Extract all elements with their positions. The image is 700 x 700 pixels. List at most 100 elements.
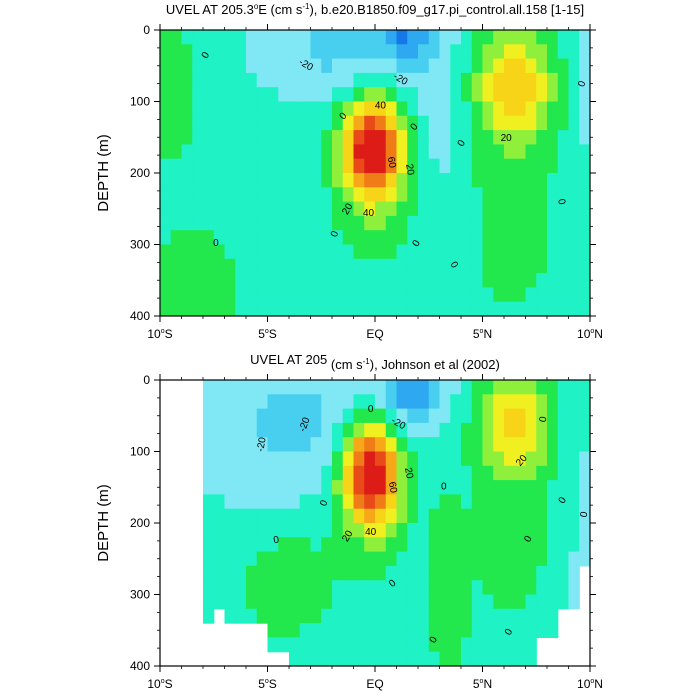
contour-cell: [213, 594, 226, 610]
contour-cell: [170, 58, 183, 74]
contour-cell: [170, 187, 183, 203]
contour-cell: [461, 115, 473, 131]
contour-cell: [310, 30, 322, 45]
contour-cell: [213, 187, 226, 203]
contour-cell: [203, 130, 215, 145]
contour-cell: [461, 594, 473, 610]
contour-cell: [299, 451, 312, 467]
contour-cell: [418, 394, 430, 410]
contour-cell: [568, 144, 580, 160]
contour-cell: [267, 258, 279, 274]
contour-cell: [579, 101, 590, 117]
contour-label: 0: [448, 260, 461, 271]
contour-cell: [579, 58, 590, 74]
contour-cell: [493, 394, 505, 410]
contour-cell: [396, 44, 408, 60]
contour-cell: [461, 537, 473, 553]
contour-label: 0: [522, 534, 535, 545]
contour-cell: [557, 215, 570, 231]
contour-cell: [439, 215, 451, 231]
contour-cell: [568, 30, 580, 45]
contour-cell: [482, 230, 494, 246]
contour-cell: [579, 230, 590, 246]
contour-cell: [299, 594, 312, 610]
contour-cell: [160, 30, 172, 45]
contour-cell: [493, 287, 505, 303]
contour-cell: [439, 30, 451, 45]
contour-cell: [224, 508, 236, 524]
contour-cell: [246, 173, 258, 188]
contour-cell: [396, 537, 408, 553]
contour-cell: [192, 273, 204, 288]
contour-label: 0: [579, 510, 591, 518]
contour-cell: [514, 215, 527, 231]
contour-cell: [439, 437, 451, 453]
contour-cell: [504, 215, 516, 231]
contour-cell: [482, 158, 494, 174]
contour-cell: [514, 258, 527, 274]
contour-cell: [461, 58, 473, 74]
contour-cell: [160, 187, 172, 203]
contour-cell: [385, 287, 398, 303]
contour-cell: [278, 580, 290, 596]
contour-cell: [213, 30, 226, 45]
contour-cell: [299, 408, 312, 424]
contour-cell: [461, 215, 473, 231]
contour-cell: [310, 422, 322, 438]
contour-cell: [525, 580, 537, 596]
contour-cell: [299, 44, 312, 60]
contour-cell: [450, 87, 462, 103]
contour-cell: [504, 523, 516, 538]
contour-cell: [461, 637, 473, 653]
contour-cell: [224, 451, 236, 467]
contour-cell: [471, 537, 484, 553]
contour-cell: [450, 380, 462, 395]
contour-cell: [428, 101, 441, 117]
contour-cell: [557, 115, 570, 131]
contour-cell: [396, 187, 408, 203]
contour-cell: [332, 173, 344, 188]
contour-cell: [525, 72, 537, 88]
contour-cell: [385, 437, 398, 453]
contour-cell: [514, 580, 527, 596]
contour-cell: [299, 480, 312, 495]
contour-cell: [579, 173, 590, 188]
contour-cell: [375, 408, 387, 424]
contour-cell: [482, 594, 494, 610]
contour-cell: [364, 494, 376, 510]
contour-cell: [504, 494, 516, 510]
contour-cell: [439, 201, 451, 217]
contour-cell: [310, 215, 322, 231]
contour-cell: [547, 58, 559, 74]
contour-cell: [407, 158, 419, 174]
contour-cell: [461, 380, 473, 395]
contour-cell: [267, 565, 279, 581]
contour-cell: [299, 394, 312, 410]
contour-cell: [235, 580, 247, 596]
contour-cell: [353, 580, 365, 596]
contour-cell: [525, 380, 537, 395]
contour-cell: [203, 273, 215, 288]
contour-cell: [547, 101, 559, 117]
contour-cell: [439, 187, 451, 203]
contour-cell: [568, 130, 580, 145]
contour-cell: [256, 158, 269, 174]
contour-cell: [547, 273, 559, 288]
contour-cell: [267, 523, 279, 538]
contour-cell: [342, 115, 355, 131]
contour-cell: [439, 480, 451, 495]
contour-cell: [332, 608, 344, 624]
contour-cell: [493, 608, 505, 624]
contour-cell: [246, 394, 258, 410]
contour-cell: [461, 651, 473, 666]
contour-cell: [504, 451, 516, 467]
contour-cell: [428, 201, 441, 217]
contour-cell: [536, 244, 548, 260]
contour-cell: [471, 273, 484, 288]
contour-cell: [299, 623, 312, 638]
contour-cell: [181, 44, 193, 60]
contour-cell: [461, 72, 473, 88]
contour-cell: [504, 287, 516, 303]
contour-cell: [246, 608, 258, 624]
contour-cell: [299, 651, 312, 666]
